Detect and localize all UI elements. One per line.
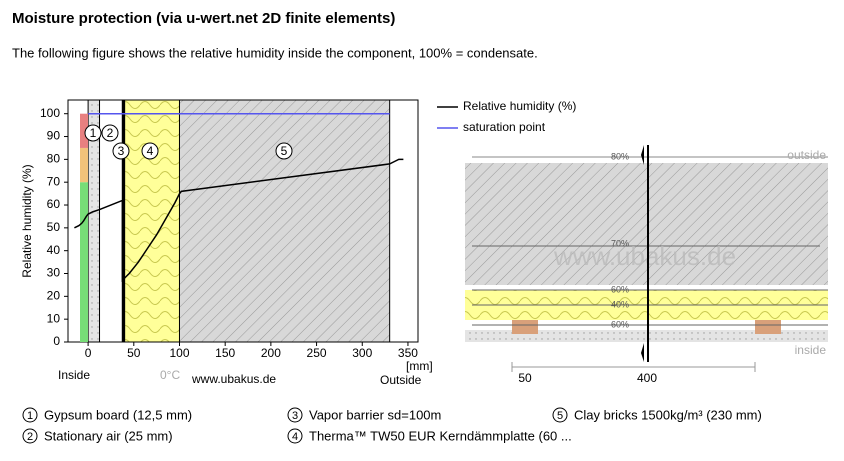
level-label: 70% xyxy=(611,238,629,248)
batten xyxy=(755,320,781,334)
layer-badge xyxy=(84,124,102,142)
layer-badge xyxy=(141,142,159,160)
layer-badge xyxy=(275,142,293,160)
y-tick-label: 50 xyxy=(47,220,61,234)
y-axis-label: Relative humidity (%) xyxy=(20,164,34,277)
layer-badge xyxy=(112,142,130,160)
x-tick-label: 300 xyxy=(352,346,372,360)
layer-badge xyxy=(101,124,119,142)
section-diagram: www.ubakus.de 80% 70% 60% 40% 60% outsid… xyxy=(465,145,828,385)
y-tick-label: 10 xyxy=(47,311,61,325)
gypsum-layer xyxy=(465,330,828,342)
layer-number: 4 xyxy=(147,144,154,158)
scale-label: 50 xyxy=(518,371,532,385)
legend-badge xyxy=(287,407,303,423)
outside-label: outside xyxy=(787,148,826,162)
x-tick-label: 100 xyxy=(169,346,189,360)
y-tick-label: 20 xyxy=(47,289,61,303)
layer-number: 1 xyxy=(90,126,97,140)
legend-label: Relative humidity (%) xyxy=(463,99,576,113)
y-tick-label: 70 xyxy=(47,174,61,188)
layer xyxy=(178,99,391,343)
legend-badge xyxy=(22,428,38,444)
brick-layer xyxy=(465,163,828,285)
x-tick-label: 250 xyxy=(307,346,327,360)
title: Moisture protection (via u-wert.net 2D f… xyxy=(12,10,395,27)
layer xyxy=(124,99,180,343)
legend-layer-name: Therma™ TW50 EUR Kerndämmplatte (60 ... xyxy=(309,428,572,443)
legend-number: 5 xyxy=(557,410,563,422)
legend-label: saturation point xyxy=(463,120,546,134)
x-tick-label: 150 xyxy=(215,346,235,360)
level-label: 40% xyxy=(611,299,629,309)
watermark: www.ubakus.de xyxy=(553,241,736,271)
layer-number: 5 xyxy=(281,144,288,158)
y-tick-label: 30 xyxy=(47,266,61,280)
legend-layer-name: Clay bricks 1500kg/m³ (230 mm) xyxy=(574,407,762,422)
credit: www.ubakus.de xyxy=(191,372,276,386)
x-tick-label: 350 xyxy=(398,346,418,360)
x-unit: [mm] xyxy=(406,359,433,373)
legend-number: 2 xyxy=(27,431,33,443)
inside-label: inside xyxy=(795,343,827,357)
y-tick-label: 80 xyxy=(47,152,61,166)
batten xyxy=(512,320,538,334)
zero-label: 0°C xyxy=(160,368,180,382)
legend-badge xyxy=(552,407,568,423)
subtitle: The following figure shows the relative … xyxy=(12,45,538,60)
legend-layer-name: Stationary air (25 mm) xyxy=(44,428,173,443)
x-tick-label: 50 xyxy=(127,346,141,360)
x-tick-label: 0 xyxy=(85,346,92,360)
y-tick-label: 100 xyxy=(40,106,60,120)
level-label: 60% xyxy=(611,284,629,294)
humidity-band xyxy=(80,182,88,342)
inside-label: Inside xyxy=(58,368,90,382)
legend-badge xyxy=(287,428,303,444)
legend-layer-name: Vapor barrier sd=100m xyxy=(309,407,441,422)
x-tick-label: 200 xyxy=(261,346,281,360)
legend-layer-name: Gypsum board (12,5 mm) xyxy=(44,407,192,422)
level-label: 80% xyxy=(611,151,629,161)
scale-label: 400 xyxy=(637,371,657,385)
legend-number: 4 xyxy=(292,431,298,443)
y-tick-label: 0 xyxy=(53,334,60,348)
level-label: 60% xyxy=(611,319,629,329)
legend-number: 3 xyxy=(292,410,298,422)
humidity-band xyxy=(80,147,88,183)
y-tick-label: 40 xyxy=(47,243,61,257)
legend-badge xyxy=(22,407,38,423)
y-tick-label: 90 xyxy=(47,129,61,143)
series-line xyxy=(74,158,404,283)
y-tick-label: 60 xyxy=(47,197,61,211)
humidity-band xyxy=(80,113,88,148)
layer-number: 3 xyxy=(118,144,125,158)
outside-label: Outside xyxy=(380,373,422,387)
layer-number: 2 xyxy=(107,126,114,140)
legend-number: 1 xyxy=(27,410,33,422)
